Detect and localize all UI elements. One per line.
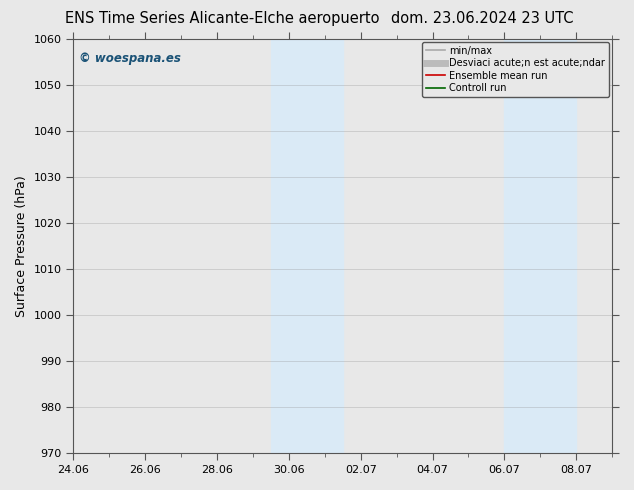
Bar — [271, 39, 307, 453]
Text: ENS Time Series Alicante-Elche aeropuerto: ENS Time Series Alicante-Elche aeropuert… — [65, 11, 379, 26]
Text: dom. 23.06.2024 23 UTC: dom. 23.06.2024 23 UTC — [391, 11, 573, 26]
Y-axis label: Surface Pressure (hPa): Surface Pressure (hPa) — [15, 175, 28, 317]
Bar — [307, 39, 343, 453]
Bar — [540, 39, 576, 453]
Text: © woespana.es: © woespana.es — [79, 51, 181, 65]
Bar — [504, 39, 540, 453]
Legend: min/max, Desviaci acute;n est acute;ndar, Ensemble mean run, Controll run: min/max, Desviaci acute;n est acute;ndar… — [422, 42, 609, 97]
